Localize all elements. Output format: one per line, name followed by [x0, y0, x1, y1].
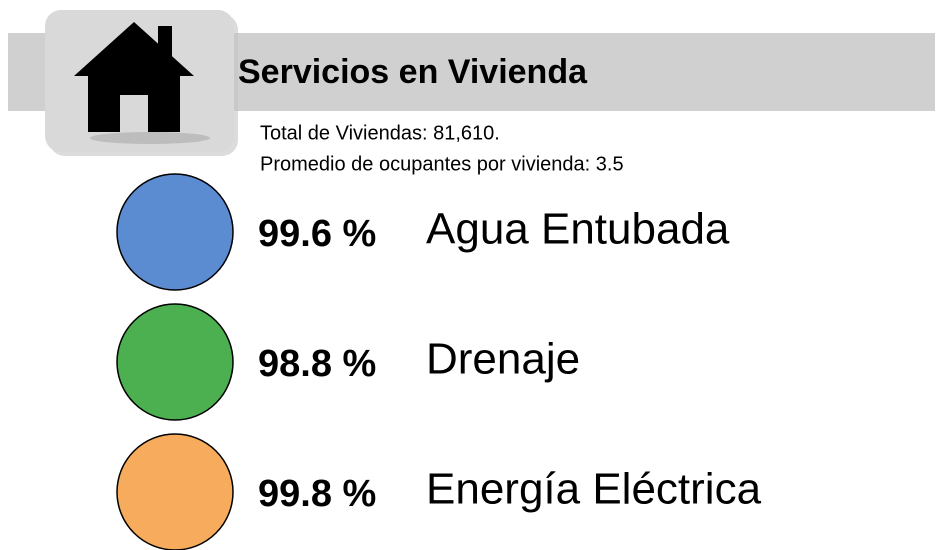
service-percent: 99.6 % [258, 213, 376, 255]
service-label: Drenaje [426, 335, 580, 384]
service-circle [116, 433, 234, 550]
service-circle [116, 173, 234, 291]
service-label: Agua Entubada [426, 205, 730, 254]
service-percent: 99.8 % [258, 473, 376, 515]
service-label: Energía Eléctrica [426, 465, 762, 514]
service-circle [116, 303, 234, 421]
title: Servicios en Vivienda [238, 53, 588, 91]
info-line: Total de Viviendas: 81,610. [260, 122, 500, 144]
house-icon [74, 22, 210, 144]
info-line: Promedio de ocupantes por vivienda: 3.5 [260, 153, 624, 175]
service-percent: 98.8 % [258, 343, 376, 385]
